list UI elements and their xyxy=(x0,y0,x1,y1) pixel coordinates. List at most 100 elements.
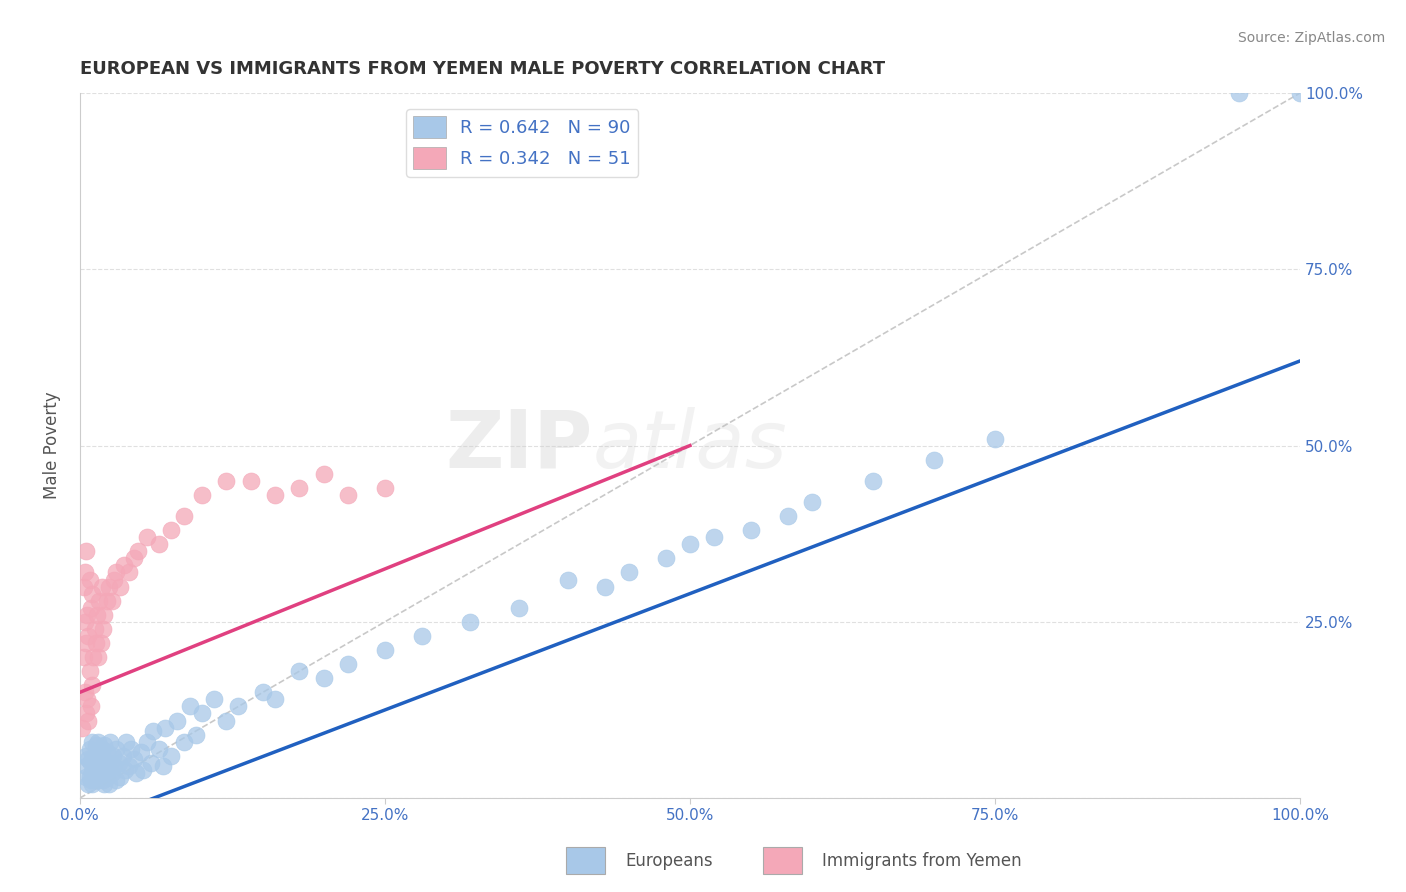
Point xyxy=(173,509,195,524)
Point xyxy=(87,773,110,788)
Point xyxy=(87,756,110,770)
Point xyxy=(136,734,159,748)
Point xyxy=(83,773,105,788)
Point xyxy=(79,664,101,678)
Point xyxy=(984,432,1007,446)
Point xyxy=(75,544,97,558)
Point xyxy=(72,580,94,594)
Point xyxy=(86,763,108,777)
Point xyxy=(91,773,114,788)
Point xyxy=(100,734,122,748)
Point xyxy=(80,756,103,770)
Point xyxy=(80,777,103,791)
Point xyxy=(411,629,433,643)
Point xyxy=(173,734,195,748)
Point xyxy=(89,766,111,780)
Point xyxy=(129,745,152,759)
Point xyxy=(90,748,112,763)
Point xyxy=(460,615,482,629)
Point xyxy=(80,699,103,714)
Point xyxy=(312,467,335,481)
Point xyxy=(148,537,170,551)
Point xyxy=(215,474,238,488)
Legend: R = 0.642   N = 90, R = 0.342   N = 51: R = 0.642 N = 90, R = 0.342 N = 51 xyxy=(406,109,638,177)
Point xyxy=(593,580,616,594)
Point xyxy=(288,481,311,495)
Point xyxy=(118,566,141,580)
Point xyxy=(120,741,142,756)
Point xyxy=(75,636,97,650)
Point xyxy=(80,586,103,600)
Point xyxy=(87,650,110,665)
Point xyxy=(77,629,100,643)
Point xyxy=(139,756,162,770)
Point xyxy=(160,523,183,537)
Point xyxy=(77,752,100,766)
FancyBboxPatch shape xyxy=(762,847,801,874)
Point xyxy=(122,752,145,766)
Point xyxy=(703,530,725,544)
Point xyxy=(922,452,945,467)
Y-axis label: Male Poverty: Male Poverty xyxy=(44,392,60,500)
Point xyxy=(98,777,121,791)
Point xyxy=(800,495,823,509)
Point xyxy=(93,738,115,752)
Point xyxy=(136,530,159,544)
Point xyxy=(73,615,96,629)
Point xyxy=(90,770,112,784)
Point xyxy=(93,607,115,622)
Point xyxy=(152,759,174,773)
Point xyxy=(160,748,183,763)
Text: Europeans: Europeans xyxy=(624,852,713,870)
Point xyxy=(75,706,97,721)
Point xyxy=(115,734,138,748)
Point xyxy=(1227,86,1250,100)
Point xyxy=(264,692,287,706)
Point xyxy=(184,728,207,742)
Text: ZIP: ZIP xyxy=(446,407,592,484)
Point xyxy=(740,523,762,537)
Point xyxy=(89,593,111,607)
Point xyxy=(862,474,884,488)
Text: Immigrants from Yemen: Immigrants from Yemen xyxy=(821,852,1021,870)
Point xyxy=(72,721,94,735)
Point xyxy=(215,714,238,728)
Point xyxy=(557,573,579,587)
Point xyxy=(337,657,360,672)
Point xyxy=(80,600,103,615)
Point xyxy=(97,763,120,777)
Point xyxy=(84,738,107,752)
Point xyxy=(125,766,148,780)
Point xyxy=(202,692,225,706)
Point xyxy=(127,544,149,558)
Point xyxy=(155,721,177,735)
Point xyxy=(179,699,201,714)
Point xyxy=(77,714,100,728)
Point xyxy=(148,741,170,756)
Point xyxy=(132,763,155,777)
Point xyxy=(79,770,101,784)
Point xyxy=(105,566,128,580)
Point xyxy=(1289,86,1312,100)
Point xyxy=(86,607,108,622)
Point xyxy=(79,573,101,587)
Text: Source: ZipAtlas.com: Source: ZipAtlas.com xyxy=(1237,31,1385,45)
Point xyxy=(84,770,107,784)
Point xyxy=(114,763,136,777)
Point xyxy=(80,766,103,780)
Point xyxy=(191,706,214,721)
Point xyxy=(264,488,287,502)
Point xyxy=(239,474,262,488)
Point xyxy=(84,636,107,650)
Point xyxy=(103,759,125,773)
Point xyxy=(100,593,122,607)
Point xyxy=(108,770,131,784)
Point xyxy=(679,537,702,551)
Point xyxy=(90,741,112,756)
Point xyxy=(96,745,118,759)
Point xyxy=(93,759,115,773)
Point xyxy=(108,580,131,594)
Point xyxy=(374,481,396,495)
Point xyxy=(75,770,97,784)
Point xyxy=(83,622,105,636)
